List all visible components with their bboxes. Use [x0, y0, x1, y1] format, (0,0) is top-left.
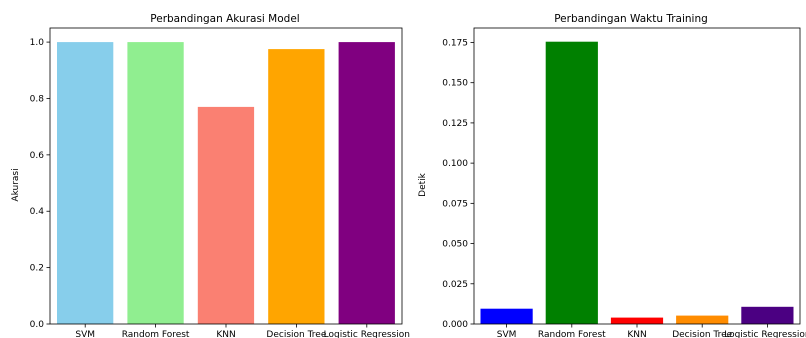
accuracy-xtick-label-2: KNN [216, 330, 235, 338]
training-time-ytick-label-3: 0.075 [442, 199, 468, 209]
training-time-ytick-label-4: 0.100 [442, 159, 468, 169]
training-time-chart-title: Perbandingan Waktu Training [554, 13, 708, 25]
accuracy-ytick-label-3: 0.6 [30, 151, 45, 161]
training-time-xtick-label-2: KNN [627, 330, 646, 338]
accuracy-chart-ylabel: Akurasi [11, 168, 21, 201]
accuracy-bar-3 [268, 49, 325, 324]
accuracy-chart-title: Perbandingan Akurasi Model [150, 13, 299, 25]
training-time-xtick-label-0: SVM [497, 330, 517, 338]
training-time-ytick-label-1: 0.025 [442, 280, 468, 290]
accuracy-bar-1 [127, 42, 184, 324]
training-time-xtick-label-3: Decision Tree [672, 330, 732, 338]
accuracy-ytick-label-4: 0.8 [30, 94, 45, 104]
training-time-xtick-label-4: Logistic Regression [724, 330, 806, 338]
accuracy-ytick-label-1: 0.2 [30, 264, 44, 274]
accuracy-bar-4 [338, 42, 395, 324]
training-time-bar-1 [545, 41, 598, 324]
training-time-bar-2 [610, 317, 664, 324]
training-time-axes-frame [473, 27, 801, 325]
training-time-bar-3 [676, 315, 729, 324]
accuracy-xtick-label-3: Decision Tree [266, 330, 326, 338]
training-time-bar-0 [480, 308, 533, 324]
accuracy-ytick-label-0: 0.0 [30, 320, 45, 330]
accuracy-xtick-label-4: Logistic Regression [324, 330, 410, 338]
training-time-ytick-label-0: 0.000 [442, 320, 468, 330]
training-time-ytick-label-6: 0.150 [442, 79, 468, 89]
accuracy-bar-0 [57, 42, 114, 324]
training-time-xtick-label-1: Random Forest [538, 330, 606, 338]
accuracy-ytick-label-5: 1.0 [30, 38, 45, 48]
training-time-bar-4 [741, 306, 794, 324]
accuracy-bar-2 [197, 106, 255, 325]
training-time-chart-ylabel: Detik [418, 172, 428, 196]
accuracy-xtick-label-1: Random Forest [122, 330, 190, 338]
accuracy-chart: Perbandingan Akurasi Model Akurasi 0.0 0.… [11, 13, 410, 338]
training-time-ytick-label-5: 0.125 [442, 119, 468, 129]
training-time-ytick-label-2: 0.050 [442, 240, 468, 250]
training-time-chart: Perbandingan Waktu Training Detik 0.000 0… [418, 13, 806, 338]
accuracy-ytick-label-2: 0.4 [30, 207, 45, 217]
training-time-ytick-label-7: 0.175 [442, 38, 468, 48]
accuracy-xtick-label-0: SVM [75, 330, 95, 338]
